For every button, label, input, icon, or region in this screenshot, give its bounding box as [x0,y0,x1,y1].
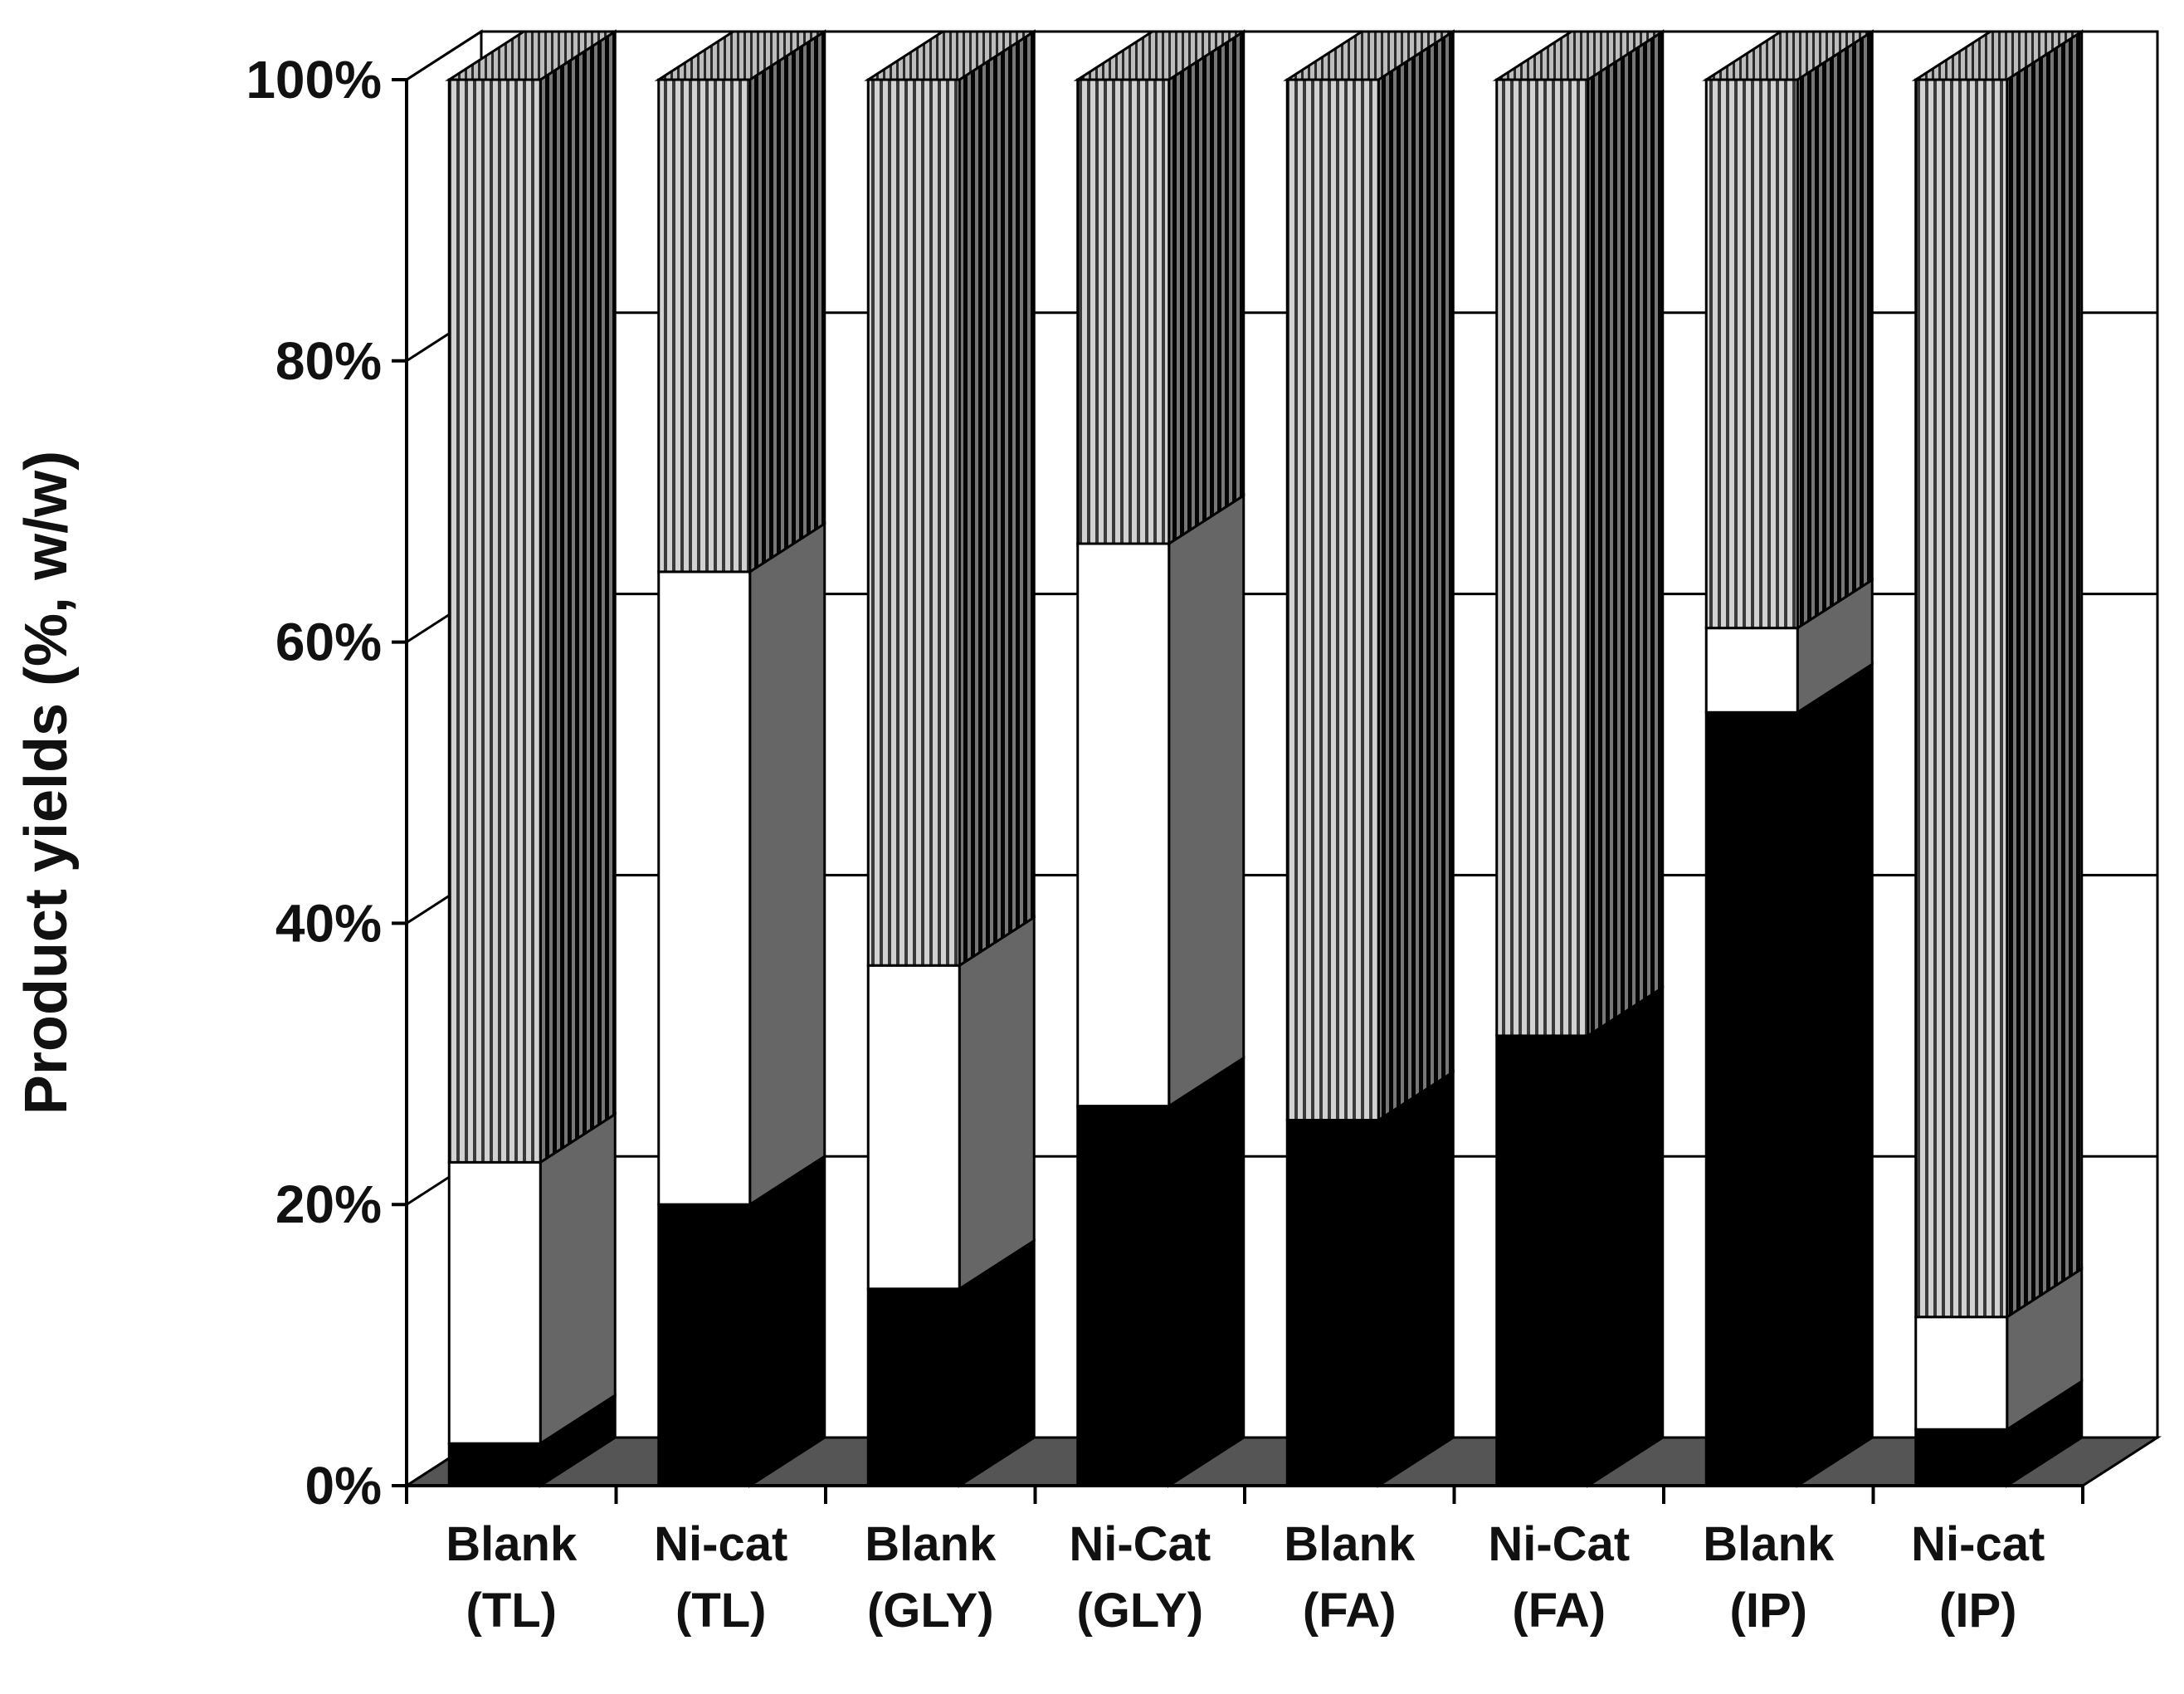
bar-segment [447,1442,542,1487]
x-tick-label: (TL) [466,1584,558,1638]
bar-side [1377,29,1455,1123]
bar-stack [1073,29,1248,1488]
bar-side [958,915,1036,1291]
bar-segment [1285,78,1380,1122]
bar-segment [1914,1428,2009,1487]
bar-segment [1704,627,1799,714]
x-tick-label: (FA) [1512,1584,1606,1638]
bar-top [1911,30,2086,81]
bar-stack [864,29,1039,1488]
bar-segment [657,1203,752,1487]
bar-segment [1076,542,1171,1108]
bar-segment [657,78,752,574]
bar-top [1073,30,1248,81]
bar-stack [445,29,620,1488]
bar-stack [1492,29,1667,1488]
bar-side [748,521,826,1207]
bar-top [1283,30,1458,81]
bar-side [1796,29,1874,631]
y-tick-label: 60% [275,613,382,672]
bar-stack [1283,29,1458,1488]
bar-side [1377,1069,1455,1488]
bar-stack [1702,29,1877,1488]
y-tick-label: 100% [246,50,382,110]
bar-side [2006,29,2084,1320]
y-tick-label: 40% [275,893,382,953]
x-tick-label: Blank [1284,1517,1416,1571]
bar-stack [1911,29,2086,1488]
bar-side [539,29,617,1165]
gridline-side [406,30,482,81]
bar-side [958,29,1036,968]
y-tick-label: 20% [275,1174,382,1234]
y-tick-label: 80% [275,331,382,391]
x-tick-label: Ni-cat [654,1517,787,1571]
bar-segment [1704,710,1799,1487]
x-tick-label: Blank [1703,1517,1835,1571]
bar-segment [866,78,961,967]
bar-stack [654,29,829,1488]
x-tick-label: Ni-cat [1911,1517,2045,1571]
x-tick-label: Blank [865,1517,997,1571]
bar-segment [1285,1119,1380,1487]
bar-segment [1076,1105,1171,1487]
bar-segment [1914,1316,2009,1431]
bar-side [1168,493,1246,1109]
bar-side [539,1111,617,1446]
bar-side [1796,661,1874,1488]
x-tick-label: (GLY) [867,1584,994,1638]
bar-segment [866,1287,961,1487]
chart-axes [392,78,2084,1504]
y-axis-title: Product yields (%, w/w) [13,451,80,1115]
x-tick-label: (IP) [1939,1584,2016,1638]
bar-side [748,1154,826,1488]
x-tick-label: Ni-Cat [1488,1517,1630,1571]
x-tick-label: (IP) [1730,1584,1807,1638]
y-tick-label: 0% [305,1456,383,1516]
bar-side [1587,29,1665,1038]
bar-side [1168,29,1246,546]
bar-top [445,30,620,81]
bar-segment [447,1160,542,1445]
bar-side [1587,985,1665,1488]
bar-segment [657,570,752,1206]
bar-segment [447,78,542,1164]
bar-segment [1704,78,1799,630]
bar-top [1702,30,1877,81]
bar-segment [1076,78,1171,545]
bar-segment [1495,1034,1590,1487]
bar-side [748,29,826,574]
chart-labels: Product yields (%, w/w) 0% 20% 40% 60% 80% 10… [13,50,2045,1638]
bar-stacks [445,29,2086,1488]
bar-segment [866,964,961,1291]
bar-side [1168,1055,1246,1488]
bar-top [1492,30,1667,81]
x-tick-label: Ni-Cat [1069,1517,1211,1571]
x-tick-label: (GLY) [1076,1584,1203,1638]
bar-top [864,30,1039,81]
bar-segment [1495,78,1590,1037]
x-tick-label: Blank [446,1517,578,1571]
x-tick-label: (FA) [1303,1584,1397,1638]
bar-top [654,30,829,81]
bar-segment [1914,78,2009,1319]
x-tick-label: (TL) [675,1584,767,1638]
